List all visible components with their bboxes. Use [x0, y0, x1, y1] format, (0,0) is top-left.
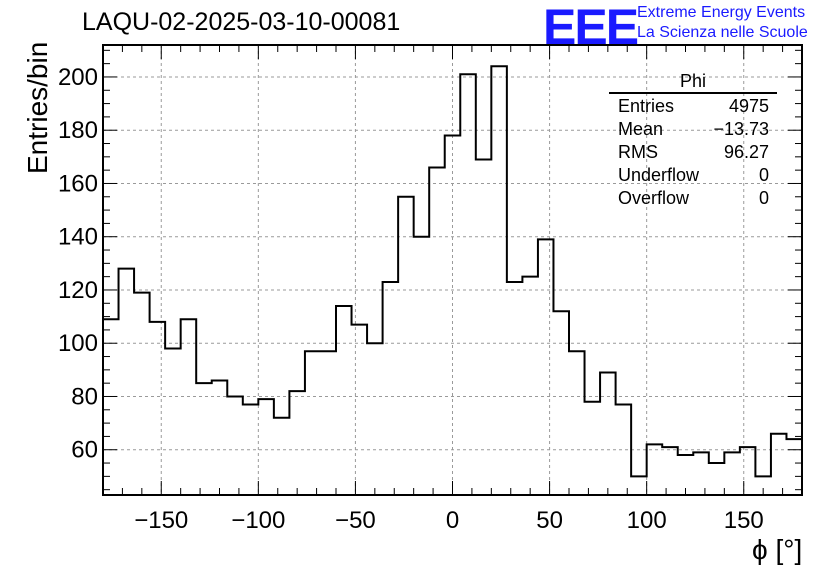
- histogram-bin: [274, 418, 290, 495]
- histogram-bin: [460, 74, 476, 495]
- histogram-bin: [165, 349, 181, 495]
- histogram-bin: [631, 476, 647, 495]
- histogram-bin: [289, 391, 305, 495]
- x-tick-label: 150: [724, 507, 764, 534]
- histogram-bin: [134, 293, 150, 495]
- histogram-bin: [227, 396, 243, 495]
- chart-title: LAQU-02-2025-03-10-00081: [82, 8, 401, 36]
- histogram-bin: [693, 452, 709, 495]
- histogram-bin: [569, 351, 585, 495]
- stats-row-underflow: Underflow 0: [618, 165, 769, 185]
- histogram-bin: [305, 351, 321, 495]
- histogram-outline: [102, 65, 803, 495]
- histogram-bin: [196, 383, 212, 495]
- stats-row-rms: RMS 96.27: [618, 142, 769, 162]
- y-tick-label: 60: [71, 437, 98, 464]
- y-tick-label: 200: [58, 64, 98, 91]
- histogram-bin: [414, 237, 430, 495]
- y-tick-label: 140: [58, 224, 98, 251]
- histogram-bin: [367, 343, 383, 495]
- histogram-bin: [429, 167, 445, 495]
- histogram-bin: [150, 322, 166, 495]
- y-tick-label: 80: [71, 383, 98, 410]
- x-tick-label: −100: [231, 507, 285, 534]
- histogram-bin: [383, 282, 399, 495]
- x-tick-label: 0: [446, 507, 459, 534]
- x-axis-label: ϕ [°]: [752, 534, 803, 565]
- x-tick-label: −50: [335, 507, 376, 534]
- histogram-bin: [600, 373, 616, 495]
- histogram-bin: [585, 402, 601, 495]
- stats-row-overflow: Overflow 0: [618, 188, 769, 208]
- histogram-bin: [258, 399, 274, 495]
- histogram-bin: [243, 404, 259, 495]
- histogram-bin: [352, 325, 368, 495]
- histogram-bin: [786, 439, 802, 495]
- logo-line-1: Extreme Energy Events: [637, 4, 806, 21]
- histogram-bin: [507, 282, 523, 495]
- logo-line-2: La Scienza nelle Scuole: [637, 24, 808, 41]
- eee-logo: EEE: [543, 0, 639, 55]
- histogram-bin: [771, 434, 787, 495]
- stats-row-entries: Entries 4975: [618, 96, 769, 116]
- histogram-bin: [662, 447, 678, 495]
- histogram-bin: [476, 159, 492, 495]
- histogram-bin: [336, 306, 352, 495]
- histogram-bin: [522, 277, 538, 495]
- histogram-bin: [181, 319, 197, 495]
- x-tick-label: 50: [536, 507, 563, 534]
- y-tick-label: 160: [58, 170, 98, 197]
- histogram-bin: [212, 381, 228, 495]
- histogram-bin: [320, 351, 336, 495]
- x-tick-label: −150: [134, 507, 188, 534]
- stats-box: Phi Entries 4975 Mean −13.73 RMS 96.27 Unde…: [609, 70, 777, 210]
- histogram-bin: [740, 447, 756, 495]
- x-tick-label: 100: [627, 507, 667, 534]
- histogram-bin: [119, 269, 135, 495]
- stats-title: Phi: [609, 70, 777, 94]
- histogram-bin: [553, 311, 569, 495]
- y-tick-label: 120: [58, 277, 98, 304]
- y-tick-label: 100: [58, 330, 98, 357]
- stats-row-mean: Mean −13.73: [618, 119, 769, 139]
- histogram-bin: [616, 404, 632, 495]
- histogram-bin: [724, 452, 740, 495]
- histogram-bin: [398, 197, 414, 495]
- histogram-bin: [538, 239, 554, 495]
- logo-caption: Extreme Energy Events La Scienza nelle S…: [637, 3, 808, 43]
- histogram-bin: [647, 444, 663, 495]
- histogram-bin: [709, 463, 725, 495]
- y-tick-label: 180: [58, 117, 98, 144]
- histogram-bin: [103, 319, 119, 495]
